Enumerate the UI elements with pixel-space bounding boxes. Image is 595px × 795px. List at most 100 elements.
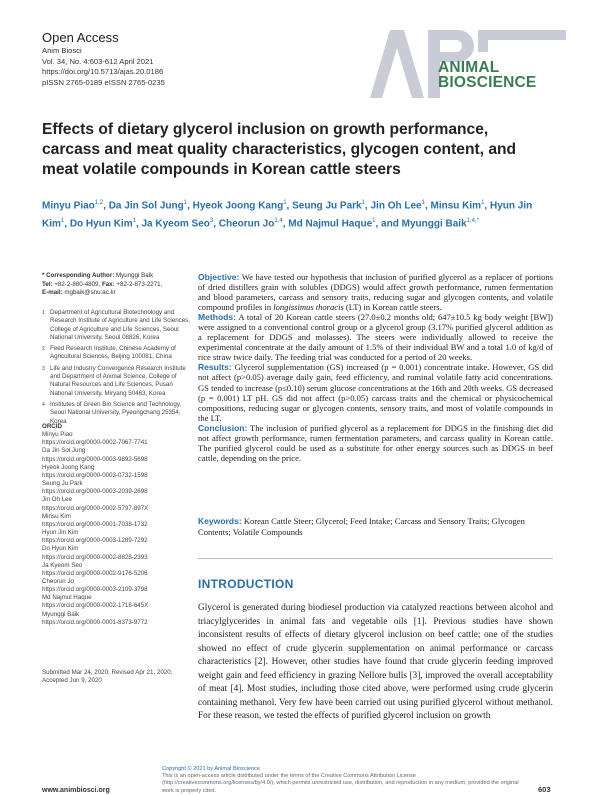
orcid-link[interactable]: https://orcid.org/0000-0002-1718-645X [42,602,149,610]
journal-name: Anim Biosci [42,46,82,55]
issn: pISSN 2765-0189 eISSN 2765-0235 [42,77,165,87]
orcid-link[interactable]: https://orcid.org/0000-0003-2109-3798 [42,586,148,594]
introduction-paragraph: Glycerol is generated during biodiesel p… [198,603,553,721]
orcid-author-name: Md Najmul Haque [42,594,92,602]
conclusion-text: The inclusion of purified glycerol as a … [198,422,554,463]
orcid-author-name: Minyu Piao [42,431,73,439]
orcid-link[interactable]: https://orcid.org/0000-0002-8828-2393 [42,553,148,561]
affiliation-number: 3 [42,365,45,372]
methods-text: A total of 20 Korean cattle steers (27.0… [198,312,553,363]
orcid-link[interactable]: https://orcid.org/0000-0002-5797-897X [42,504,149,512]
orcid-author-name: Cheorun Jo [42,577,74,585]
author-affiliation-marker: 1 [60,217,65,224]
author-affiliation-marker: 1,4 [274,217,283,224]
email-label: E-mail: [42,289,63,297]
keywords-label: Keywords: [198,516,242,526]
orcid-author-name: Hyeok Joong Kang [42,463,95,471]
author-name[interactable]: Minyu Piao [42,200,95,212]
affiliation-number: 4 [42,401,45,408]
journal-logo-text: ANIMAL BIOSCIENCE [438,59,537,91]
page-number: 603 [538,785,551,794]
orcid-link[interactable]: https://orcid.org/0000-0001-7038-1732 [42,520,148,528]
abstract: Objective: We have tested our hypothesis… [198,272,553,463]
results-label: Results: [198,362,232,373]
copyright-line: Copyright © 2021 by Animal Bioscience [162,766,261,772]
author-name[interactable]: Do Hyun Kim [69,218,133,230]
author-name[interactable]: Da Jin Sol Jung [108,200,184,212]
affiliation-number: 2 [42,346,45,353]
author-affiliation-marker: 3 [209,217,214,224]
orcid-section: ORCID Minyu Piao https://orcid.org/0000-0… [42,423,190,627]
author-affiliation-marker: 1 [183,200,188,206]
author-affiliation-marker: 1 [481,200,485,206]
affiliation-item: 3 Life and Industry Convergence Research … [42,365,190,398]
author-name[interactable]: Cheorun Jo [218,218,275,230]
objective-italic: longissimus thoracis [273,302,344,313]
fax-value: +82-2-873-2271, [116,280,163,288]
author-affiliation-marker: 1 [361,200,365,206]
orcid-link[interactable]: https://orcid.org/0000-0003-2039-2698 [42,488,148,496]
orcid-link[interactable]: https://orcid.org/0000-0003-0732-1598 [42,471,148,479]
keywords: Keywords: Korean Cattle Steer; Glycerol;… [198,516,553,538]
orcid-author-name: Minsu Kim [42,512,71,520]
article-title: Effects of dietary glycerol inclusion on… [42,121,517,178]
dates-line-2: Accepted Jun 9, 2020 [42,677,102,685]
introduction-heading: INTRODUCTION [198,577,294,591]
affiliations: 1 Department of Agricultural Biotechnolog… [42,309,190,429]
author-name[interactable]: Myunggi Baik [401,218,467,230]
conclusion-label: Conclusion: [198,422,248,433]
abstract-conclusion: Conclusion: The inclusion of purified gl… [198,423,553,463]
orcid-link[interactable]: https://orcid.org/0000-0002-7067-7741 [42,439,148,447]
logo-line-2: BIOSCIENCE [438,74,537,91]
affiliation-text: Institutes of Green Bio Science and Tech… [50,400,182,425]
orcid-author-name: Jin Oh Lee [42,496,72,504]
dates-line-1: Submitted Mar 24, 2020; Revised Apr 21, … [42,669,173,676]
keywords-text: Korean Cattle Steer; Glycerol; Feed Inta… [198,516,525,537]
journal-url[interactable]: www.animbiosci.org [42,787,110,794]
author-affiliation-marker: 1 [372,217,376,224]
submission-dates: Submitted Mar 24, 2020; Revised Apr 21, … [42,669,190,686]
abstract-methods: Methods: A total of 20 Korean cattle ste… [198,312,553,362]
logo-line-1: ANIMAL [438,59,500,76]
objective-end: (LT) in Korean cattle steers. [343,302,442,313]
affiliation-number: 1 [42,310,45,316]
corresponding-author: * Corresponding Author: Myunggi Baik Tel… [42,272,187,298]
abstract-objective: Objective: We have tested our hypothesis… [198,272,553,312]
orcid-author-name: Da Jin Sol Jung [42,447,86,455]
open-access-label: Open Access [42,30,119,45]
author-affiliation-marker: 1 [421,200,425,206]
introduction-body: Glycerol is generated during biodiesel p… [198,602,553,724]
author-name[interactable]: Jin Oh Lee [370,200,422,212]
affiliation-text: Department of Agricultural Biotechnology… [50,309,190,341]
affiliation-item: 1 Department of Agricultural Biotechnolog… [42,309,190,342]
orcid-link[interactable]: https://orcid.org/0000-0002-9176-5206 [42,569,148,577]
orcid-author-name: Hyun Jin Kim [42,529,79,537]
author-name[interactable]: Hyeok Joong Kang [192,200,284,212]
orcid-link[interactable]: https://orcid.org/0000-0003-9892-5698 [42,455,148,463]
abstract-results: Results: Glycerol supplementation (GS) i… [198,362,553,422]
affiliation-text: Life and Industry Convergence Research I… [50,364,186,397]
author-name[interactable]: Minsu Kim [430,200,482,212]
doi-link[interactable]: https://doi.org/10.5713/ajas.20.0186 [42,67,164,77]
email-link[interactable]: mgbaik@snu.ac.kr [64,289,116,297]
author-name[interactable]: Hyun Jin Kim [42,200,533,230]
license-text: This is an open-access article distribut… [162,773,519,794]
author-affiliation-marker: 1 [283,200,287,206]
corr-label: * Corresponding Author: [42,272,115,279]
author-name[interactable]: Seung Ju Park [292,200,362,212]
author-name[interactable]: Md Najmul Haque [288,218,373,230]
orcid-author-name: Do Hyun Kim [42,545,79,553]
ab-mark-icon [370,30,566,98]
author-affiliation-marker: 1 [132,217,136,224]
author-name[interactable]: Ja Kyeom Seo [141,218,210,230]
orcid-link[interactable]: https://orcid.org/0000-0001-8373-9772 [42,618,148,626]
orcid-author-name: Ja Kyeom Seo [42,561,83,569]
author-affiliation-marker: 1,2 [94,200,104,206]
corr-name: Myunggi Baik [116,272,154,279]
methods-label: Methods: [198,312,236,323]
results-text: Glycerol supplementation (GS) increased … [198,362,554,423]
copyright-notice: Copyright © 2021 by Animal Bioscience Th… [162,766,522,795]
author-affiliation-marker: 1,4,* [466,217,479,224]
affiliation-text: Feed Research Institute, Chinese Academy… [50,345,176,361]
orcid-link[interactable]: https://orcid.org/0000-0003-1289-7292 [42,537,148,545]
